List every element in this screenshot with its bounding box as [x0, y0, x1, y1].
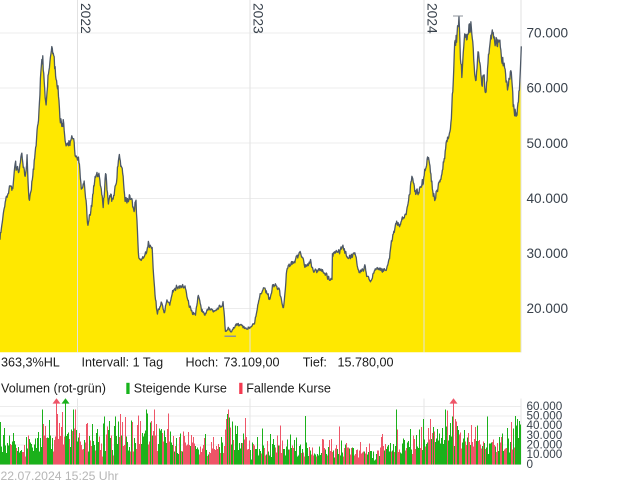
svg-text:363,3%HL: 363,3%HL — [1, 356, 60, 370]
svg-text:60.000: 60.000 — [527, 81, 569, 96]
svg-text:40.000: 40.000 — [527, 419, 563, 432]
svg-text:Hoch:: Hoch: — [186, 356, 219, 370]
svg-text:50.000: 50.000 — [527, 410, 563, 423]
svg-text:70.000: 70.000 — [527, 26, 569, 41]
svg-text:20.000: 20.000 — [527, 301, 569, 316]
svg-text:Tief:: Tief: — [303, 356, 327, 370]
svg-text:0: 0 — [527, 458, 534, 471]
svg-text:2022: 2022 — [78, 3, 93, 34]
svg-text:60.000: 60.000 — [527, 400, 563, 413]
svg-text:Fallende Kurse: Fallende Kurse — [246, 381, 331, 395]
svg-text:Volumen (rot-grün): Volumen (rot-grün) — [1, 381, 106, 395]
svg-text:40.000: 40.000 — [527, 191, 569, 206]
svg-text:50.000: 50.000 — [527, 136, 569, 151]
svg-text:22.07.2024 15:25 Uhr: 22.07.2024 15:25 Uhr — [1, 469, 119, 483]
svg-text:15.780,00: 15.780,00 — [338, 356, 394, 370]
svg-text:30.000: 30.000 — [527, 246, 569, 261]
svg-text:73.109,00: 73.109,00 — [224, 356, 280, 370]
svg-text:Intervall: 1 Tag: Intervall: 1 Tag — [82, 356, 164, 370]
svg-text:2023: 2023 — [251, 3, 266, 34]
svg-text:10.000: 10.000 — [527, 448, 563, 461]
svg-text:Steigende Kurse: Steigende Kurse — [134, 381, 227, 395]
svg-text:30.000: 30.000 — [527, 429, 563, 442]
svg-text:2024: 2024 — [425, 3, 440, 34]
svg-text:20.000: 20.000 — [527, 439, 563, 452]
